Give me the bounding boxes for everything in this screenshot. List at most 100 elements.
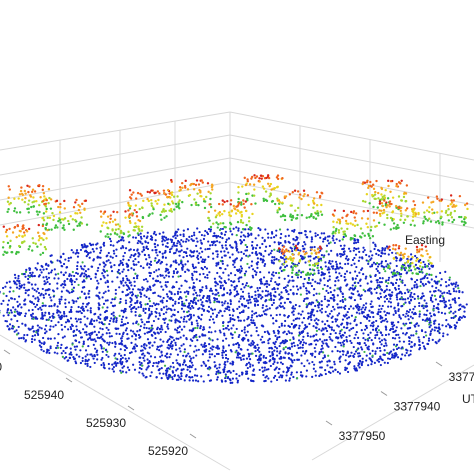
ground-point <box>353 288 356 291</box>
ground-point <box>206 367 209 370</box>
ground-point <box>374 352 377 355</box>
ground-point <box>369 315 372 319</box>
ground-point <box>246 348 249 351</box>
ground-point <box>185 337 188 340</box>
ground-point <box>448 307 451 310</box>
ground-point <box>136 330 139 333</box>
vegetation-point <box>16 224 20 228</box>
ground-point <box>65 266 68 269</box>
vegetation-point <box>389 216 393 220</box>
ground-point <box>49 260 53 263</box>
ground-point <box>269 297 273 300</box>
ground-point <box>234 287 237 290</box>
ground-point <box>201 250 204 253</box>
ground-point <box>269 355 272 358</box>
ground-point <box>94 340 97 343</box>
ground-point <box>31 287 34 290</box>
vegetation-point <box>424 217 427 221</box>
ground-point <box>4 285 7 288</box>
ground-point <box>289 301 292 304</box>
ground-point <box>419 278 422 281</box>
ground-point <box>85 255 88 258</box>
ground-point <box>270 259 273 262</box>
ground-point <box>251 274 254 277</box>
vegetation-point <box>388 205 391 208</box>
vegetation-point <box>62 226 65 229</box>
ground-point <box>304 233 307 236</box>
ground-point <box>215 315 218 319</box>
ground-point <box>120 318 124 321</box>
vegetation-point <box>338 220 342 223</box>
vegetation-point <box>378 200 382 203</box>
ground-point <box>363 308 367 311</box>
ground-point <box>343 275 346 279</box>
ground-point <box>353 298 357 302</box>
ground-point <box>168 297 171 300</box>
ground-point <box>99 343 102 347</box>
ground-point <box>118 264 121 267</box>
ground-point <box>247 228 250 231</box>
ground-point <box>403 324 406 327</box>
ground-point <box>357 294 360 297</box>
vegetation-point <box>26 207 29 211</box>
ground-point <box>338 306 341 309</box>
vegetation-point <box>389 190 392 193</box>
ground-point <box>208 298 211 301</box>
ground-point <box>107 259 110 262</box>
ground-point <box>305 292 308 295</box>
ground-point <box>193 296 196 300</box>
ground-point <box>184 364 187 367</box>
ground-point <box>412 308 415 311</box>
ground-point <box>200 266 203 270</box>
vegetation-point <box>170 178 173 182</box>
ground-point <box>197 257 200 261</box>
ground-point <box>283 324 286 327</box>
vegetation-point <box>6 241 10 245</box>
ground-point <box>358 271 361 274</box>
vegetation-point <box>254 176 257 180</box>
ground-point <box>132 236 135 239</box>
ground-point <box>98 291 101 294</box>
ground-point <box>57 314 60 317</box>
ground-point <box>331 305 335 309</box>
vegetation-point <box>253 174 256 177</box>
ground-point <box>321 287 325 290</box>
ground-point <box>204 276 207 279</box>
ground-point <box>190 300 193 303</box>
vegetation-point <box>366 217 370 220</box>
vegetation-point <box>381 204 385 208</box>
ground-point <box>180 368 183 371</box>
vegetation-point <box>300 214 304 217</box>
ground-point <box>248 296 251 299</box>
ground-point <box>300 362 303 365</box>
ground-point <box>255 250 258 254</box>
ground-point <box>298 317 301 320</box>
ground-point <box>379 355 382 358</box>
ground-point <box>125 262 128 265</box>
ground-point <box>311 308 314 311</box>
ground-point <box>154 303 157 307</box>
ground-point <box>268 307 271 310</box>
ground-point <box>291 229 294 232</box>
vegetation-point <box>22 224 25 227</box>
ground-point <box>107 355 110 358</box>
ground-point <box>348 329 351 332</box>
ground-point <box>50 254 53 257</box>
ground-point <box>226 264 229 267</box>
ground-point <box>18 287 21 290</box>
ground-point <box>240 267 244 270</box>
ground-point <box>242 239 246 242</box>
ground-point <box>365 259 368 262</box>
vegetation-point <box>170 191 174 194</box>
ground-point <box>176 270 179 273</box>
ground-point <box>106 285 110 288</box>
ground-point <box>287 281 290 284</box>
ground-point <box>251 321 255 325</box>
ground-point <box>320 259 323 262</box>
ground-point <box>105 269 109 272</box>
ground-point <box>52 316 55 319</box>
ground-point <box>279 266 282 269</box>
ground-point <box>256 244 259 247</box>
ground-point <box>374 273 377 277</box>
vegetation-point <box>23 189 27 193</box>
